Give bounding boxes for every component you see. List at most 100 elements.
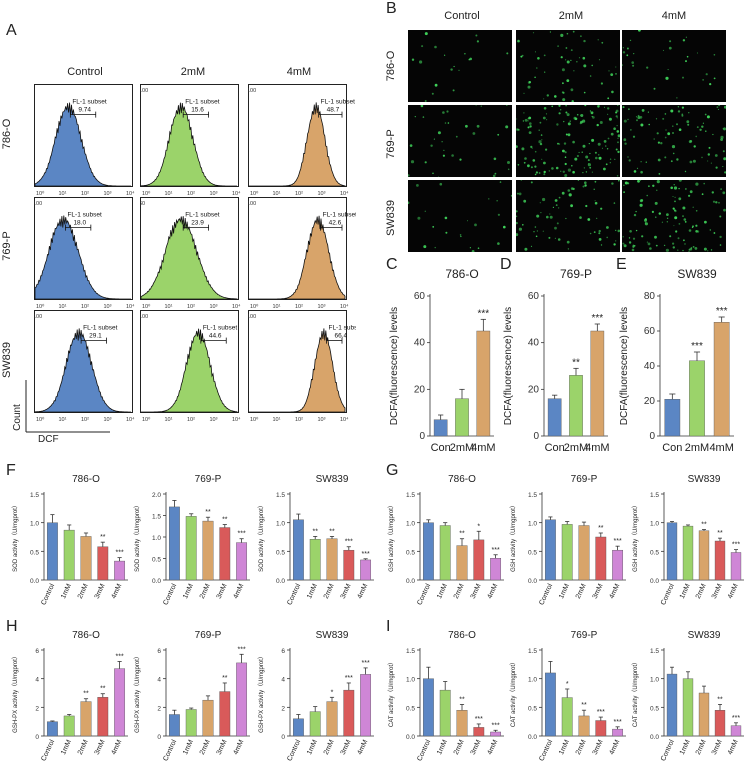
fluorescent-cell bbox=[589, 110, 591, 112]
y-tick-label: 1.5 bbox=[406, 492, 415, 499]
flow-x-tick: 10⁴ bbox=[340, 416, 349, 423]
error-bar bbox=[438, 414, 444, 420]
y-tick-label: 0.5 bbox=[152, 557, 161, 564]
bar-chart-i-12: 786-O CAT activity（U/mgprot） 0.0 0.5 1.0 1.5 C… bbox=[388, 630, 504, 762]
error-bar bbox=[686, 524, 690, 527]
bar bbox=[46, 721, 58, 737]
fluorescent-cell bbox=[571, 100, 574, 102]
chart-title: 786-O bbox=[72, 630, 100, 641]
fluorescent-cell bbox=[424, 210, 426, 212]
y-tick-label: 0.0 bbox=[30, 578, 39, 585]
fluorescent-cell bbox=[591, 171, 593, 173]
bar bbox=[46, 522, 58, 581]
flow-x-tick: 10⁴ bbox=[232, 190, 241, 197]
chart-y-label: DCFA(fluorescence) levels bbox=[619, 307, 630, 425]
bar-chart-e-2: SW839 DCFA(fluorescence) levels 0 20 40 60 80 C… bbox=[619, 267, 734, 454]
fluorescent-cell bbox=[603, 140, 607, 143]
fluorescent-cell bbox=[570, 204, 573, 208]
x-tick-label: 2mM bbox=[695, 583, 708, 600]
error-bar bbox=[172, 709, 177, 715]
fluorescent-cell bbox=[566, 32, 569, 35]
flow-x-tick: 10⁰ bbox=[250, 190, 259, 197]
fluorescent-cell bbox=[616, 175, 619, 177]
x-tick-label: Control bbox=[538, 582, 554, 606]
fluorescent-cell bbox=[622, 47, 624, 49]
fluorescent-cell bbox=[713, 232, 716, 234]
fl1-subset-label: FL-1 subset bbox=[323, 212, 356, 219]
fluorescent-cell bbox=[522, 224, 524, 226]
fluorescent-cell bbox=[570, 187, 574, 190]
fluorescent-cell bbox=[408, 201, 410, 204]
fluorescent-cell bbox=[611, 90, 614, 94]
fluorescent-cell bbox=[704, 113, 707, 116]
fluorescent-cell bbox=[719, 244, 722, 246]
fluorescent-cell bbox=[506, 105, 508, 106]
fluorescent-cell bbox=[563, 120, 565, 123]
fluorescent-cell bbox=[715, 201, 718, 204]
bar bbox=[326, 701, 338, 737]
bar bbox=[612, 549, 624, 581]
x-tick-label: 3mM bbox=[592, 739, 605, 756]
fluorescent-cell bbox=[584, 184, 587, 187]
fluorescent-cell bbox=[670, 186, 673, 190]
panel-label-c: C bbox=[386, 256, 398, 273]
y-tick-label: 6 bbox=[157, 648, 161, 655]
bar bbox=[309, 711, 321, 737]
flow-x-tick: 10² bbox=[187, 304, 195, 310]
fluorescent-cell bbox=[557, 207, 560, 209]
fluorescent-cell bbox=[542, 230, 544, 232]
fluorescent-cell bbox=[672, 207, 675, 210]
x-tick-label: 2mM bbox=[453, 583, 466, 600]
fluorescent-cell bbox=[532, 32, 535, 34]
fluorescent-cell bbox=[692, 246, 695, 248]
fluorescent-cell bbox=[446, 110, 449, 113]
fluorescent-cell bbox=[503, 225, 506, 229]
fluorescent-cell bbox=[422, 116, 425, 118]
fluorescent-cell bbox=[720, 188, 722, 190]
error-bar bbox=[598, 532, 603, 537]
fluorescent-cell bbox=[696, 52, 698, 54]
fluorescent-cell bbox=[616, 125, 618, 127]
y-tick-label: 0 bbox=[419, 431, 425, 442]
bar bbox=[360, 559, 372, 581]
fluorescent-cell bbox=[532, 159, 536, 162]
flow-x-axis-label: DCF bbox=[38, 434, 59, 445]
fluorescent-cell bbox=[585, 171, 588, 173]
flow-x-tick: 10⁴ bbox=[126, 190, 135, 197]
fluorescent-cell bbox=[527, 85, 531, 89]
x-tick-label: 4mM bbox=[232, 583, 245, 600]
fluorescent-cell bbox=[557, 142, 559, 145]
fluorescent-cell bbox=[577, 180, 580, 181]
bar-chart-f-3: 786-O SOD activity（U/mgprot） 0.0 0.5 1.0 1.5 C… bbox=[12, 474, 128, 606]
fluorescent-cell bbox=[594, 151, 597, 154]
fluorescent-cell bbox=[695, 230, 698, 233]
fluorescent-cell bbox=[684, 170, 687, 173]
fluorescent-cell bbox=[558, 105, 561, 107]
chart-title: 769-P bbox=[560, 267, 592, 281]
significance-mark: *** bbox=[475, 716, 483, 723]
error-bar bbox=[686, 671, 690, 679]
fluorescent-cell bbox=[576, 154, 579, 158]
x-tick-label: 3mM bbox=[470, 739, 483, 756]
fluorescent-cell bbox=[516, 221, 518, 225]
fluorescent-cell bbox=[629, 39, 632, 42]
y-tick-label: 0.5 bbox=[650, 549, 659, 556]
fluorescent-cell bbox=[694, 247, 698, 250]
fluorescent-cell bbox=[641, 109, 645, 112]
fluorescent-cell bbox=[411, 58, 415, 61]
flow-histogram-curve bbox=[141, 328, 238, 413]
fluorescent-cell bbox=[648, 185, 650, 188]
flow-y-tick: 100 bbox=[248, 314, 256, 320]
fluorescent-cell bbox=[408, 174, 410, 177]
fluorescent-cell bbox=[598, 238, 602, 241]
significance-mark: ** bbox=[100, 686, 106, 693]
fluorescent-cell bbox=[710, 162, 712, 164]
fluorescent-cell bbox=[626, 47, 629, 50]
fluorescent-cell bbox=[708, 146, 711, 149]
chart-y-label: DCFA(fluorescence) levels bbox=[503, 307, 514, 425]
chart-title: 786-O bbox=[448, 630, 476, 641]
significance-mark: *** bbox=[732, 542, 740, 549]
fluorescent-cell bbox=[432, 172, 434, 175]
flow-histogram-curve bbox=[140, 216, 238, 300]
